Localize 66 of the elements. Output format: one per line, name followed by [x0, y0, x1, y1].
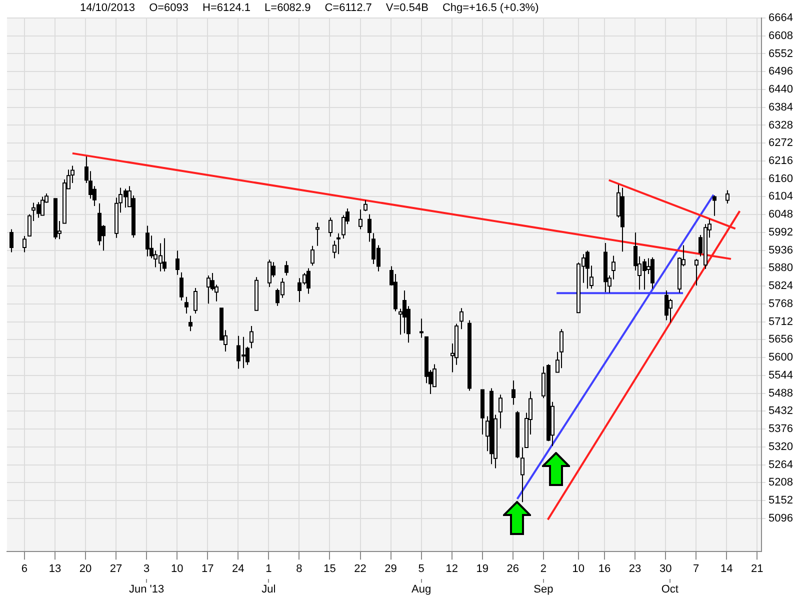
- x-tick-label: 19: [476, 563, 489, 576]
- text: O=6093: [149, 2, 189, 14]
- y-tick-label: 5712: [768, 316, 794, 328]
- y-tick-label: 6160: [768, 172, 794, 185]
- y-tick-label: 5936: [768, 244, 794, 256]
- x-tick-label: 8: [296, 563, 302, 576]
- text: Chg=+16.5 (+0.3%): [442, 2, 539, 14]
- x2-tick-label: Jun '13: [128, 583, 164, 596]
- y-tick-label: 6664: [768, 12, 794, 24]
- y-tick-label: 5208: [768, 476, 794, 489]
- y-tick-label: 6328: [768, 119, 794, 132]
- y-tick-label: 6216: [768, 155, 794, 168]
- x-tick-label: 14: [720, 563, 733, 576]
- text: 14/10/2013: [80, 2, 136, 14]
- y-tick-label: 6104: [768, 190, 794, 203]
- y-tick-label: 5880: [768, 262, 794, 274]
- y-tick-label: 6496: [768, 66, 794, 78]
- x-tick-label: 27: [110, 563, 122, 576]
- x-tick-label: 6: [21, 563, 28, 576]
- x-tick-label: 17: [202, 563, 214, 576]
- y-tick-label: 5544: [768, 369, 794, 382]
- x-tick-label: 1: [266, 563, 272, 576]
- x-tick-label: 12: [446, 563, 458, 576]
- x-tick-label: 15: [324, 563, 336, 576]
- y-tick-label: 6552: [768, 48, 794, 60]
- x-tick-label: 29: [384, 563, 397, 576]
- x-tick-label: 22: [354, 563, 366, 576]
- x2-tick-label: Aug: [412, 583, 432, 596]
- x-tick-label: 10: [170, 563, 184, 576]
- y-tick-label: 5600: [768, 352, 794, 364]
- y-tick-label: 5992: [768, 226, 794, 238]
- text: L=6082.9: [264, 2, 311, 14]
- y-tick-label: 6048: [768, 208, 794, 221]
- x2-tick-label: Sep: [534, 583, 554, 596]
- y-tick-label: 6440: [768, 84, 794, 96]
- y-tick-label: 6608: [768, 30, 794, 42]
- x2-tick-label: Oct: [661, 583, 678, 596]
- y-tick-label: 5656: [768, 334, 794, 346]
- y-tick-label: 5152: [768, 494, 794, 507]
- x-tick-label: 23: [628, 563, 642, 576]
- x-tick-label: 5: [418, 563, 424, 576]
- x-tick-label: 20: [79, 563, 92, 576]
- text: H=6124.1: [202, 2, 251, 14]
- x-tick-label: 24: [232, 563, 244, 576]
- y-tick-label: 5376: [768, 423, 794, 436]
- y-tick-label: 5824: [768, 280, 794, 292]
- y-tick-label: 5488: [768, 387, 794, 400]
- y-tick-label: 6272: [768, 137, 794, 150]
- x-tick-label: 26: [506, 563, 520, 576]
- y-tick-label: 5768: [768, 298, 794, 310]
- text: V=0.54B: [386, 2, 428, 14]
- y-tick-label: 5320: [768, 440, 794, 453]
- x-tick-label: 30: [659, 563, 672, 576]
- y-tick-label: 5432: [768, 405, 794, 418]
- text: C=6112.7: [324, 2, 372, 14]
- y-tick-label: 6384: [768, 101, 794, 114]
- x2-tick-label: Jul: [262, 583, 276, 596]
- x-tick-label: 10: [572, 563, 584, 576]
- x-tick-label: 2: [540, 563, 547, 576]
- x-tick-label: 16: [598, 563, 611, 576]
- x-tick-label: 13: [48, 563, 62, 576]
- x-tick-label: 21: [751, 563, 764, 576]
- y-tick-label: 5264: [768, 458, 794, 471]
- x-tick-label: 3: [144, 563, 150, 576]
- y-tick-label: 5096: [768, 512, 794, 524]
- x-tick-label: 7: [693, 563, 700, 576]
